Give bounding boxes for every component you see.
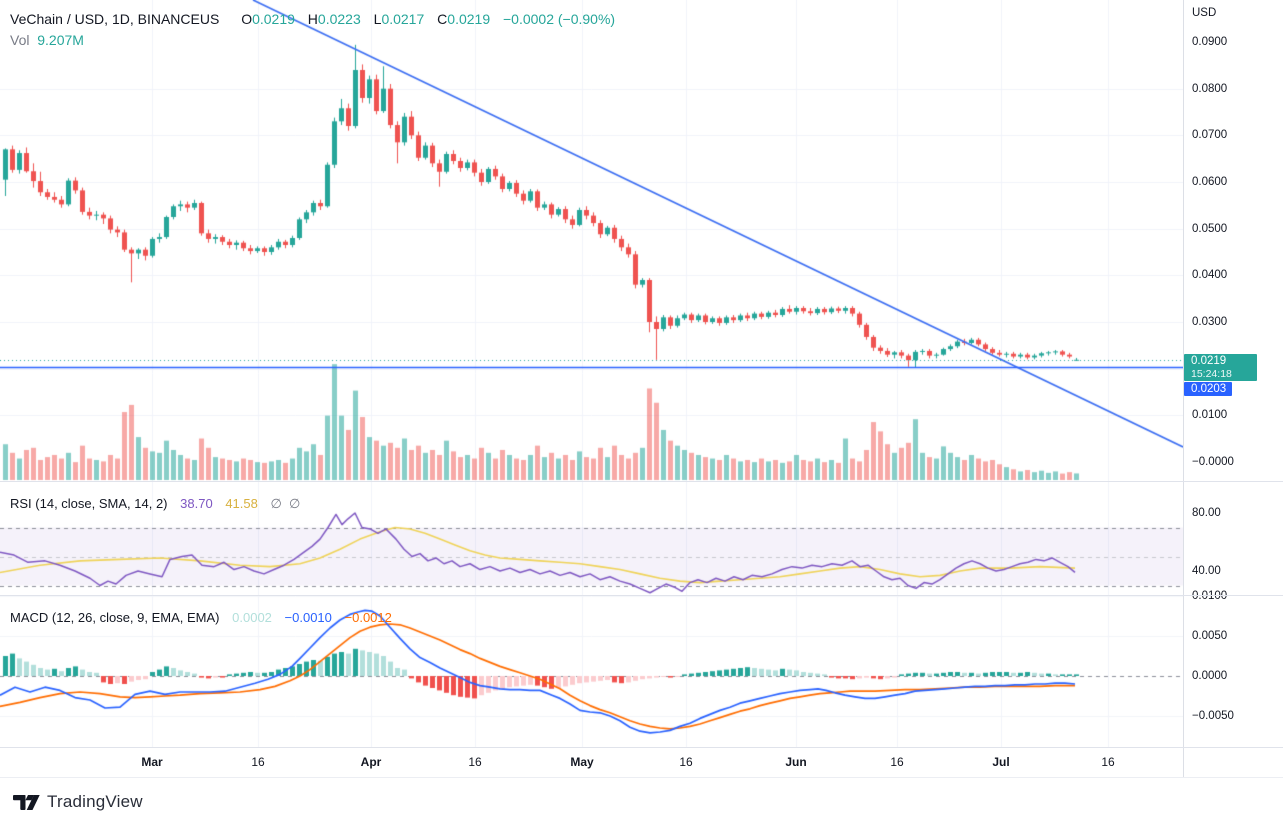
last-price-tag[interactable]: 0.0219 15:24:18 [1184,354,1257,381]
chart-canvas[interactable] [0,0,1183,747]
tradingview-logo-icon [13,794,40,810]
macd-hist-value: 0.0002 [232,610,272,625]
open-value: 0.0219 [252,11,295,27]
time-axis-day-label: 16 [251,755,265,769]
volume-header: Vol 9.207M [10,32,84,48]
pane-separator-macd[interactable] [0,595,1283,596]
volume-value: 9.207M [37,32,84,48]
time-axis-month-label: May [570,755,594,769]
price-axis-tick: −0.0000 [1192,456,1234,468]
axis-separator [1183,0,1184,777]
close-value: 0.0219 [447,11,491,27]
time-axis-month-label: Apr [360,755,382,769]
rsi-empty-1: ∅ [270,496,282,511]
bar-countdown: 15:24:18 [1191,368,1232,380]
rsi-title[interactable]: RSI (14, close, SMA, 14, 2) [10,496,168,511]
time-axis-day-label: 16 [468,755,482,769]
time-axis-month-label: Jul [992,755,1010,769]
low-label: L [373,11,382,27]
price-axis-tick: 0.0700 [1192,129,1228,142]
alert-price-value: 0.0203 [1191,383,1227,395]
tradingview-logo[interactable]: TradingView [13,792,143,812]
change-value: −0.0002 (−0.90%) [503,11,616,27]
rsi-header: RSI (14, close, SMA, 14, 2) 38.70 41.58 … [10,496,300,512]
symbol-title[interactable]: VeChain / USD, 1D, BINANCEUS [10,11,220,27]
last-price-value: 0.0219 [1191,355,1227,367]
time-axis-month-label: Mar [141,755,163,769]
time-axis[interactable]: Mar 16 Apr 16 May 16 Jun 16 Jul 16 [0,748,1283,777]
macd-axis-tick: 0.0050 [1192,630,1228,642]
time-axis-bottom-border [0,777,1283,778]
price-axis-tick: 0.0900 [1192,36,1228,48]
time-axis-separator [0,747,1283,748]
price-axis-tick: 0.0100 [1192,409,1228,422]
macd-header: MACD (12, 26, close, 9, EMA, EMA) 0.0002… [10,610,392,625]
rsi-value: 38.70 [180,496,213,511]
rsi-axis-tick: 80.00 [1192,507,1221,519]
rsi-axis-tick: 40.00 [1192,565,1221,577]
macd-axis-tick: −0.0050 [1192,710,1234,722]
price-axis-tick: 0.0800 [1192,82,1228,95]
price-axis-tick: 0.0600 [1192,176,1228,188]
macd-signal-value: −0.0012 [344,610,392,625]
time-axis-day-label: 16 [679,755,693,769]
rsi-empty-2: ∅ [289,496,301,511]
time-axis-day-label: 16 [890,755,904,769]
low-value: 0.0217 [381,11,425,27]
pane-separator-rsi[interactable] [0,481,1283,482]
price-axis-currency: USD [1192,7,1217,19]
volume-label[interactable]: Vol [10,32,30,48]
macd-axis-tick: 0.0100 [1192,590,1228,602]
macd-title[interactable]: MACD (12, 26, close, 9, EMA, EMA) [10,610,220,625]
price-axis-tick: 0.0400 [1192,269,1228,282]
time-axis-day-label: 16 [1101,755,1115,769]
macd-axis-tick: 0.0000 [1192,670,1228,682]
time-axis-month-label: Jun [785,755,807,769]
macd-line-value: −0.0010 [284,610,332,625]
symbol-header: VeChain / USD, 1D, BINANCEUS O0.0219 H0.… [10,11,615,27]
tradingview-logo-text: TradingView [47,792,143,811]
rsi-ma-value: 41.58 [225,496,258,511]
alert-price-tag[interactable]: 0.0203 [1184,382,1233,396]
price-axis-tick: 0.0300 [1192,316,1228,328]
open-label: O [241,11,253,27]
high-value: 0.0223 [317,11,361,27]
price-axis-tick: 0.0500 [1192,222,1228,235]
close-label: C [437,11,448,27]
high-label: H [307,11,318,27]
